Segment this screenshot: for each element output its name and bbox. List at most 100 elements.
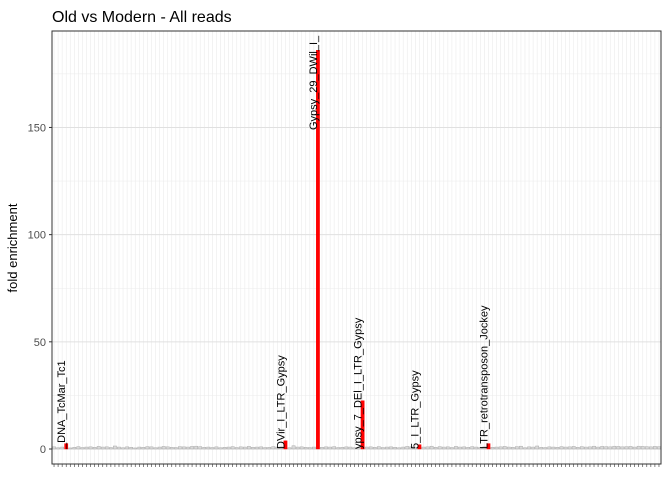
bar bbox=[535, 445, 540, 450]
bar bbox=[648, 446, 653, 450]
bar bbox=[299, 446, 304, 450]
bar bbox=[567, 446, 572, 450]
bar bbox=[206, 446, 211, 450]
bar bbox=[234, 447, 239, 450]
bar bbox=[592, 445, 596, 450]
bar bbox=[60, 446, 65, 450]
bar bbox=[433, 447, 438, 450]
bar bbox=[100, 446, 105, 450]
bar bbox=[409, 446, 414, 450]
bar bbox=[214, 446, 219, 450]
bar bbox=[551, 446, 556, 450]
bar bbox=[72, 447, 77, 450]
bar bbox=[178, 446, 182, 450]
bar bbox=[547, 446, 552, 450]
bar bbox=[52, 446, 56, 450]
bar bbox=[251, 447, 255, 450]
bar bbox=[506, 446, 511, 450]
bar bbox=[68, 447, 73, 450]
bar bbox=[186, 446, 190, 450]
y-axis-label: fold enrichment bbox=[5, 203, 20, 292]
bar bbox=[510, 447, 515, 450]
bar bbox=[316, 50, 320, 450]
bar bbox=[226, 446, 231, 450]
bar bbox=[527, 446, 531, 450]
bar bbox=[385, 446, 389, 450]
bar bbox=[632, 446, 637, 450]
bar bbox=[255, 446, 259, 450]
bar-label: _DNA_TcMar_Tc1 bbox=[56, 360, 68, 450]
bar bbox=[393, 447, 397, 450]
bar bbox=[531, 446, 535, 450]
bar bbox=[559, 446, 564, 450]
bar bbox=[620, 446, 625, 450]
bar-label: ypsy_7_DEl_I_LTR_Gypsy bbox=[353, 317, 365, 449]
bar bbox=[458, 446, 462, 450]
y-tick-label: 150 bbox=[28, 122, 46, 134]
bar bbox=[263, 447, 268, 450]
bar bbox=[502, 446, 507, 450]
bar bbox=[267, 447, 272, 450]
bar bbox=[165, 446, 170, 450]
bar bbox=[441, 446, 446, 450]
bar bbox=[328, 446, 332, 450]
bar bbox=[157, 446, 162, 450]
bar-label: Gypsy_29_DWil_I_ bbox=[308, 35, 320, 130]
bar bbox=[486, 443, 491, 450]
bar bbox=[238, 446, 243, 450]
bar bbox=[482, 446, 487, 450]
bar-label: 5_I_LTR_Gypsy bbox=[409, 370, 421, 449]
bar bbox=[137, 446, 142, 450]
bar bbox=[348, 446, 353, 450]
bar bbox=[320, 447, 324, 450]
panel-border bbox=[51, 30, 662, 465]
bar bbox=[287, 447, 292, 450]
bar bbox=[628, 446, 633, 450]
bar bbox=[376, 446, 381, 450]
bar bbox=[307, 447, 312, 450]
bar bbox=[336, 447, 341, 450]
bar bbox=[596, 446, 600, 450]
grid bbox=[52, 31, 661, 464]
bar bbox=[519, 445, 523, 450]
y-tick-label: 50 bbox=[34, 337, 46, 349]
bar bbox=[218, 447, 223, 450]
bar bbox=[344, 446, 349, 450]
bar bbox=[92, 447, 97, 450]
bar bbox=[575, 447, 580, 450]
bar bbox=[149, 446, 154, 450]
bar bbox=[478, 447, 483, 450]
bar bbox=[372, 447, 377, 450]
bar bbox=[129, 447, 134, 450]
bar bbox=[600, 446, 605, 450]
bar bbox=[543, 447, 548, 450]
bar bbox=[247, 446, 251, 450]
bar bbox=[230, 446, 235, 450]
bar bbox=[117, 446, 121, 450]
bar bbox=[222, 447, 227, 450]
bar bbox=[588, 446, 592, 450]
bar bbox=[84, 446, 89, 450]
y-tick-label: 100 bbox=[28, 230, 46, 242]
bar bbox=[612, 445, 617, 450]
bar bbox=[462, 446, 466, 450]
bar bbox=[56, 447, 60, 450]
bar bbox=[64, 443, 69, 450]
bar bbox=[539, 447, 544, 450]
bar bbox=[283, 440, 288, 450]
bar bbox=[324, 446, 328, 450]
bar bbox=[490, 447, 495, 450]
bar bbox=[133, 447, 138, 450]
bar bbox=[145, 446, 150, 450]
bar bbox=[640, 446, 645, 450]
bar bbox=[470, 446, 475, 450]
bar bbox=[445, 446, 450, 450]
bar bbox=[80, 447, 85, 450]
bar bbox=[340, 447, 345, 450]
bar bbox=[636, 445, 641, 450]
bar bbox=[604, 446, 609, 450]
bar bbox=[389, 446, 393, 450]
y-tick-label: 0 bbox=[40, 444, 46, 456]
bar bbox=[202, 447, 207, 450]
